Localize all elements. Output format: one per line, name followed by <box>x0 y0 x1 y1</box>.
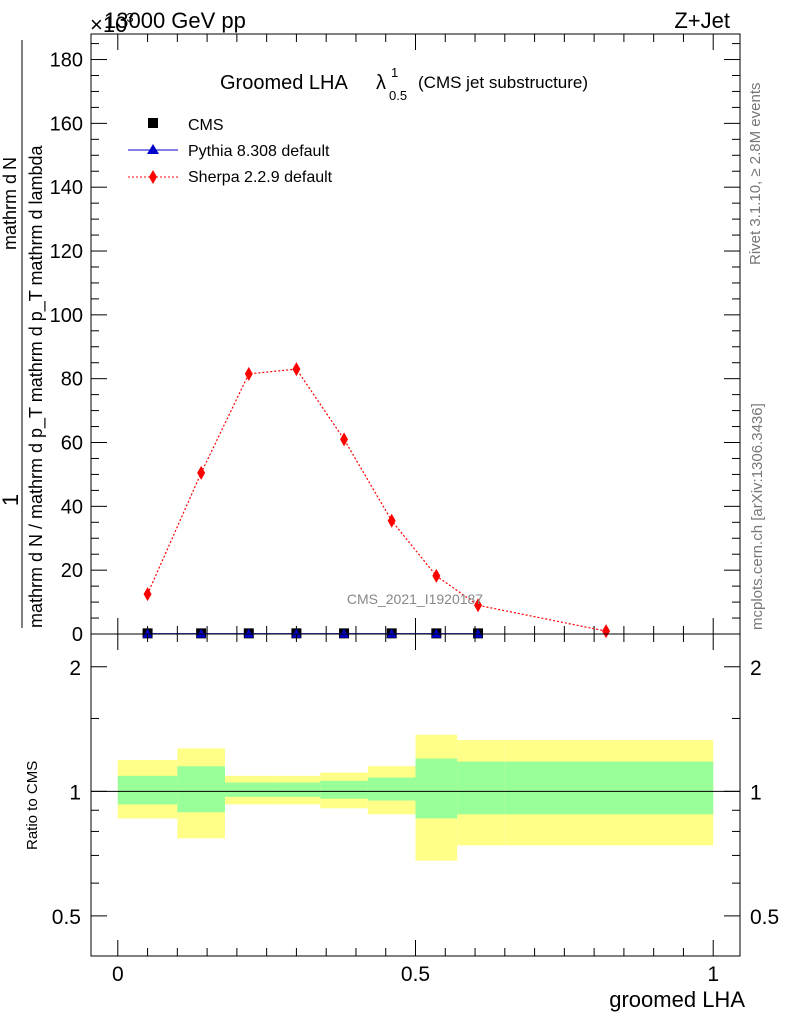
sherpa-data-point <box>143 587 152 602</box>
ratio-band-inner <box>177 766 225 813</box>
ratio-xtick-label: 1 <box>707 963 719 986</box>
title-subscript: 0.5 <box>389 88 407 103</box>
legend-item-pythia: Pythia 8.308 default <box>128 143 330 160</box>
pythia-data-point <box>142 628 153 638</box>
legend: CMS Pythia 8.308 default Sherpa 2.2.9 de… <box>128 117 333 186</box>
ratio-ytick-label-right: 0.5 <box>750 906 779 929</box>
main-ytick-label: 160 <box>50 113 83 135</box>
mcplots-label: mcplots.cern.ch [arXiv:1306.3436] <box>749 403 766 630</box>
main-ytick-label: 0 <box>72 624 83 646</box>
rivet-label: Rivet 3.1.10, ≥ 2.8M events <box>747 83 764 266</box>
main-ytick-label: 40 <box>61 496 83 518</box>
x-axis-label: groomed LHA <box>609 987 745 1012</box>
legend-cms-label: CMS <box>188 117 224 134</box>
ratio-panel: 0.5 0.5 1 1 2 2 0 0.5 1 <box>52 633 779 986</box>
sherpa-data-point <box>474 598 483 613</box>
main-ytick-label: 20 <box>61 560 83 582</box>
legend-pythia-marker <box>147 144 159 154</box>
ratio-bands <box>91 734 740 861</box>
legend-item-cms: CMS <box>148 117 224 134</box>
ratio-xtick-label: 0.5 <box>401 963 430 986</box>
main-y-axis-label: 1 mathrm d N / mathrm d p_T mathrm d p_T… <box>0 40 47 628</box>
ratio-band-inner <box>117 775 178 805</box>
main-ytick-label: 100 <box>50 305 83 327</box>
title-lambda: λ <box>376 72 386 94</box>
pythia-data-point <box>431 628 442 638</box>
exponent-label: ×10 <box>90 12 127 37</box>
legend-sherpa-marker <box>149 170 157 184</box>
ratio-ytick-label-left: 0.5 <box>52 906 81 929</box>
pythia-data-point <box>386 628 397 638</box>
ratio-ytick-label-left: 1 <box>69 781 81 804</box>
ratio-band-inner <box>320 780 368 799</box>
main-ytick-label: 180 <box>50 50 83 72</box>
series-line-2 <box>147 368 607 632</box>
process-label: Z+Jet <box>674 8 730 33</box>
sherpa-data-point <box>244 366 253 381</box>
ylabel-denominator: mathrm d N / mathrm d p_T mathrm d p_T m… <box>26 145 47 628</box>
pythia-data-point <box>339 628 350 638</box>
legend-cms-marker <box>148 118 158 128</box>
sherpa-data-point <box>432 568 441 583</box>
pythia-data-point <box>291 628 302 638</box>
ylabel-top-line1: mathrm d <box>0 174 20 250</box>
main-ytick-label: 140 <box>50 177 83 199</box>
ratio-ytick-label-right: 2 <box>750 657 762 680</box>
plot-title: Groomed LHA λ 1 0.5 (CMS jet substructur… <box>220 65 588 103</box>
ratio-ytick-label-right: 1 <box>750 781 762 804</box>
sherpa-data-point <box>197 465 206 480</box>
pythia-data-point <box>196 628 207 638</box>
main-series <box>142 362 611 639</box>
ratio-y-axis-label: Ratio to CMS <box>24 761 41 850</box>
ratio-band-inner <box>415 758 458 819</box>
ratio-plot-frame <box>90 633 741 957</box>
energy-label: 13000 GeV pp <box>104 8 246 33</box>
ratio-tick-labels: 0.5 0.5 1 1 2 2 0 0.5 1 <box>52 657 779 986</box>
main-ytick-label: 80 <box>61 369 83 391</box>
ratio-band-inner <box>224 782 273 797</box>
ylabel-top-line2: N <box>0 157 20 170</box>
main-ytick-label: 60 <box>61 433 83 455</box>
legend-pythia-label: Pythia 8.308 default <box>188 143 330 160</box>
ratio-ytick-label-left: 2 <box>69 657 81 680</box>
pythia-data-point <box>243 628 254 638</box>
legend-sherpa-label: Sherpa 2.2.9 default <box>188 169 333 186</box>
legend-item-sherpa: Sherpa 2.2.9 default <box>128 169 333 186</box>
sherpa-data-point <box>340 432 349 447</box>
ratio-band-inner <box>504 761 714 815</box>
ratio-xtick-label: 0 <box>112 963 124 986</box>
main-ytick-label: 120 <box>50 241 83 263</box>
sherpa-data-point <box>292 362 301 377</box>
main-y-tick-labels: 0 20 40 60 80 100 120 140 160 180 <box>50 50 83 646</box>
ratio-band-inner <box>367 777 416 801</box>
title-superscript: 1 <box>391 65 398 80</box>
sherpa-data-point <box>387 513 396 528</box>
exponent-power: -3 <box>122 10 134 25</box>
sherpa-data-point <box>602 624 611 639</box>
ratio-axis-ticks <box>91 634 740 956</box>
title-main: Groomed LHA <box>220 72 348 94</box>
title-subtitle: (CMS jet substructure) <box>418 73 588 92</box>
watermark: CMS_2021_I1920187 <box>347 591 483 607</box>
ratio-band-inner <box>272 782 321 797</box>
ratio-band-inner <box>457 761 505 815</box>
ylabel-numerator: 1 <box>0 494 23 506</box>
